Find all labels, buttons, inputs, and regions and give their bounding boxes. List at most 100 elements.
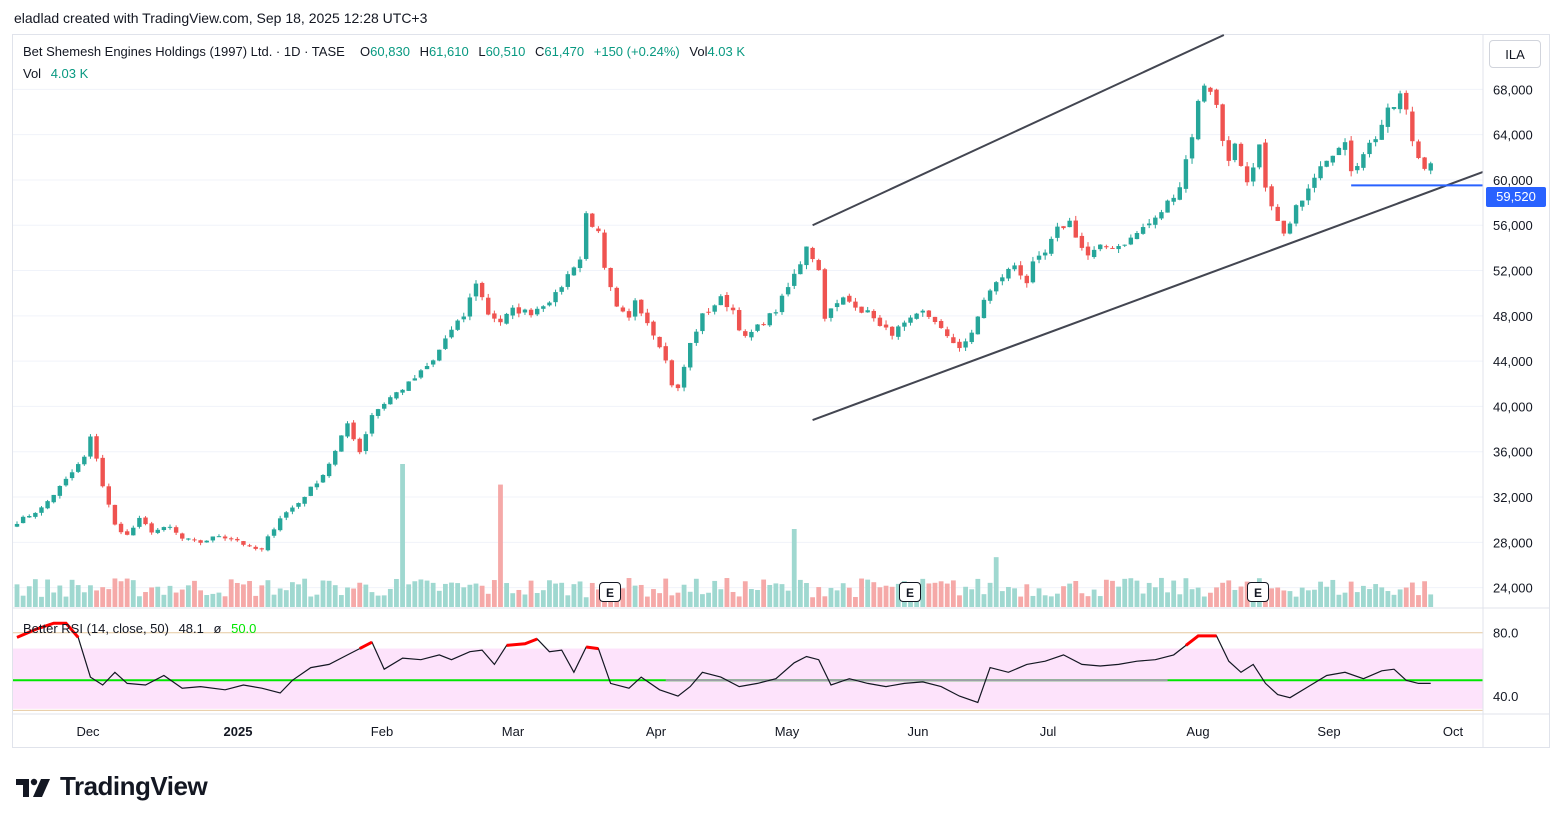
candle-body [969,332,974,343]
candle-body [455,320,460,330]
rsi-tick-label: 40.0 [1493,689,1518,704]
volume-bar [1140,593,1146,607]
candle-body [1404,92,1409,110]
volume-bar [889,586,895,607]
time-tick-label: 2025 [224,724,253,739]
candle-body [1165,200,1170,213]
volume-bar [45,579,50,607]
volume-bar [210,593,216,607]
earnings-marker[interactable]: E [1247,582,1269,602]
candle-body [938,320,944,328]
volume-bar [1373,584,1379,607]
rsi-overbought-segment [586,645,599,651]
candle-body [688,342,693,368]
candle-body [112,504,118,525]
volume-bar [540,590,546,607]
volume-bar [957,595,962,607]
volume-bar [375,595,381,607]
candle-body [651,321,656,336]
candle-body [1379,124,1384,140]
candle-body [608,267,613,288]
tradingview-brand[interactable]: TradingView [14,771,208,802]
candle-body [975,316,981,335]
volume-bar [81,592,87,607]
candle-body [14,523,20,527]
volume-bar [179,589,185,607]
low-label: L [478,44,486,59]
volume-bar [369,592,375,607]
candle-body [1238,143,1244,166]
candle-body [945,329,950,337]
candle-body [204,540,209,543]
candle-body [1269,186,1274,207]
candle-body [877,317,883,326]
volume-bar [1085,596,1091,607]
price-tick-label: 64,000 [1493,128,1533,143]
volume-bar [1293,596,1299,607]
volume-bar [63,596,69,607]
volume-bar [198,590,203,607]
volume-bar [204,595,210,607]
candle-body [718,296,723,306]
volume-bar [155,586,161,607]
volume-bar [314,594,320,607]
volume-bar [124,578,130,607]
close-value: 61,470 [544,44,585,59]
earnings-marker[interactable]: E [899,582,921,602]
candle-body [1104,246,1109,248]
price-tick-label: 28,000 [1493,535,1533,550]
volume-bar [430,582,436,607]
candle-body [810,247,815,260]
volume-bar [75,585,81,607]
volume-bar [1403,587,1409,607]
candle-body [626,311,632,318]
volume-bar [895,583,901,607]
rsi-tick-label: 80.0 [1493,626,1518,641]
candle-body [926,310,932,317]
earnings-marker[interactable]: E [599,582,621,602]
volume-bar [1073,580,1079,607]
candle-body [363,434,369,452]
candle-body [492,313,497,319]
volume-bar [1012,588,1017,607]
candle-body [1159,212,1164,219]
rsi-legend: Better RSI (14, close, 50) 48.1 ø 50.0 [23,621,256,636]
candle-body [1024,275,1029,284]
candle-body [847,295,852,302]
candle-body [20,516,26,524]
volume-bar [999,591,1005,607]
change-value: +150 (+0.24%) [593,44,680,59]
candle-body [320,474,326,483]
candle-body [571,267,577,276]
volume-bar [143,592,148,607]
candle-body [1361,154,1366,168]
candle-body [963,341,968,348]
candle-body [920,310,925,313]
volume-bar [228,579,234,607]
candle-body [45,501,50,509]
volume-bar [449,582,454,607]
volume-bar [840,583,846,607]
volume-bar [106,589,112,607]
volume-bar [975,578,981,607]
volume-bar [302,578,308,607]
volume-bar [1171,580,1177,607]
currency-button[interactable]: ILA [1489,40,1541,68]
candle-body [424,365,430,370]
volume-bar [1146,582,1152,607]
volume-bar [455,583,461,607]
candle-body [792,273,797,286]
volume-bar [112,578,118,607]
rsi-name: Better RSI (14, close, 50) [23,621,169,636]
candle-body [773,312,779,314]
volume-bar [1318,581,1323,607]
volume-bar [1391,594,1397,607]
candle-body [1183,159,1189,189]
candle-body [430,360,436,365]
candle-body [828,308,834,318]
candle-body [1122,244,1127,246]
time-tick-label: Apr [646,724,667,739]
volume-bar [485,593,491,607]
open-label: O [360,44,371,59]
